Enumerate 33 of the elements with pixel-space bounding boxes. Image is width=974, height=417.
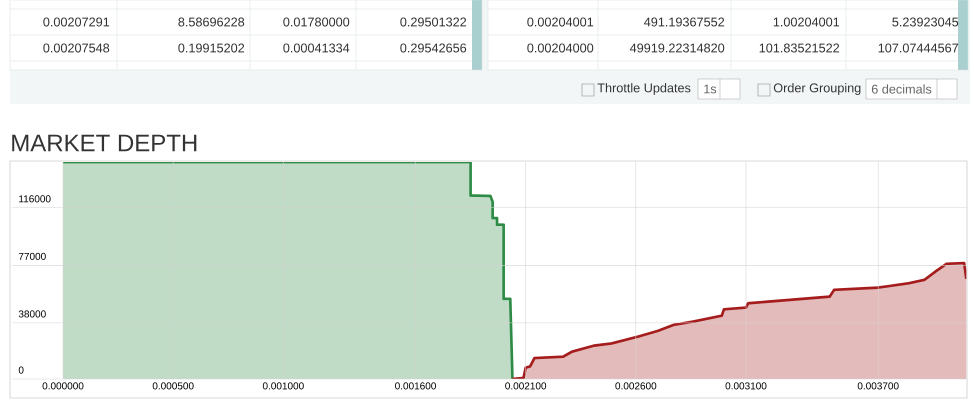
text: 49919.22314820 — [630, 44, 724, 52]
text: 0.29542656 — [400, 44, 466, 52]
x-tick-label: 0.003100 — [726, 382, 766, 390]
chart-title: MARKET DEPTH — [12, 134, 196, 152]
x-tick-label: 0.002100 — [505, 382, 546, 390]
text: 0.00204001 — [527, 18, 594, 26]
text: 0.01780000 — [283, 18, 350, 26]
y-tick-label: 116000 — [19, 195, 51, 202]
text: 0.29501322 — [400, 18, 466, 26]
text: 0.00207548 — [43, 44, 110, 52]
text: 0.19915202 — [178, 44, 244, 52]
x-tick-label: 0.001000 — [262, 382, 304, 390]
text: 8.58696228 — [178, 18, 244, 26]
text: 101.83521522 — [760, 44, 840, 52]
text: Order Grouping — [774, 83, 860, 95]
text: 0.00204000 — [527, 44, 594, 52]
text: 107.07444567 — [878, 44, 958, 52]
text: 5.23923045 — [892, 18, 958, 26]
text: 1s — [704, 84, 716, 94]
y-tick-label: 0 — [18, 366, 24, 374]
text: 0.00041334 — [283, 44, 350, 52]
y-tick-label: 38000 — [18, 310, 46, 318]
x-tick-label: 0.000000 — [42, 382, 84, 390]
text: Throttle Updates — [598, 83, 690, 95]
x-tick-label: 0.003700 — [858, 382, 899, 390]
x-tick-label: 0.000500 — [152, 382, 194, 390]
x-tick-label: 0.002600 — [615, 382, 656, 390]
text: 0.00207291 — [43, 18, 110, 26]
text: 491.19367552 — [644, 18, 724, 26]
x-tick-label: 0.001600 — [395, 382, 436, 390]
y-tick-label: 77000 — [18, 252, 46, 260]
text: 6 decimals — [872, 84, 932, 94]
text: 1.00204001 — [774, 18, 840, 26]
